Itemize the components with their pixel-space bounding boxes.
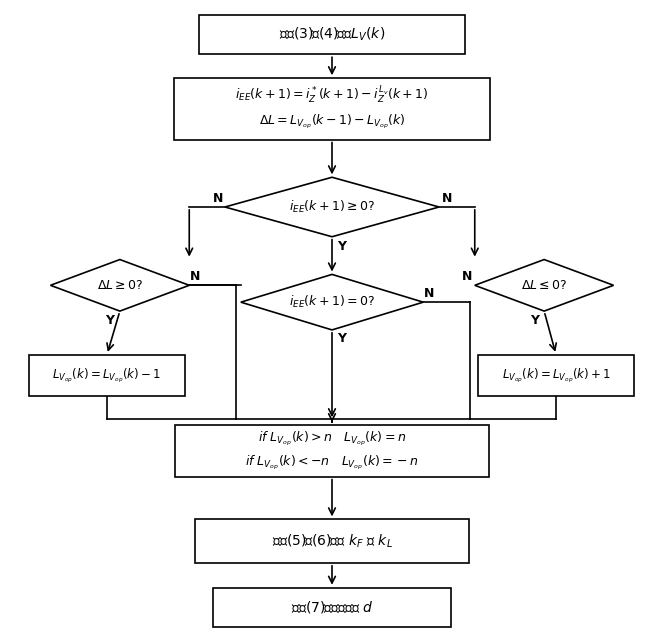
Text: Y: Y	[337, 240, 346, 253]
FancyBboxPatch shape	[174, 78, 489, 139]
Text: N: N	[442, 191, 452, 205]
FancyBboxPatch shape	[213, 587, 451, 627]
Text: $\Delta L\leq 0?$: $\Delta L\leq 0?$	[521, 279, 567, 292]
Text: $i_{EE}(k+1)=0?$: $i_{EE}(k+1)=0?$	[289, 294, 375, 310]
Text: Y: Y	[530, 315, 539, 327]
Text: $\Delta L=L_{V_{op}}(k-1)-L_{V_{op}}(k)$: $\Delta L=L_{V_{op}}(k-1)-L_{V_{op}}(k)$	[259, 113, 406, 131]
Polygon shape	[225, 177, 439, 237]
FancyBboxPatch shape	[477, 355, 634, 396]
Text: Y: Y	[106, 315, 114, 327]
Text: 根据(7)计算占空比 $d$: 根据(7)计算占空比 $d$	[291, 600, 373, 616]
Text: $i_{EE}(k+1)\geq 0?$: $i_{EE}(k+1)\geq 0?$	[289, 199, 375, 215]
Text: N: N	[213, 191, 223, 205]
Text: N: N	[462, 270, 472, 283]
Text: $i_{EE}(k+1)=i_Z^*(k+1)-i_Z^{L_v}(k+1)$: $i_{EE}(k+1)=i_Z^*(k+1)-i_Z^{L_v}(k+1)$	[235, 85, 429, 107]
Text: N: N	[190, 270, 200, 283]
Text: $if\ L_{V_{op}}(k)<-n\quad L_{V_{op}}(k)=-n$: $if\ L_{V_{op}}(k)<-n\quad L_{V_{op}}(k)…	[245, 454, 419, 472]
Text: Y: Y	[337, 333, 346, 345]
Polygon shape	[475, 259, 614, 311]
Text: 根据(5)和(6)计算 $k_F$ 和 $k_L$: 根据(5)和(6)计算 $k_F$ 和 $k_L$	[271, 532, 392, 550]
FancyBboxPatch shape	[176, 425, 489, 476]
Text: $L_{V_{op}}(k)=L_{V_{op}}(k)+1$: $L_{V_{op}}(k)=L_{V_{op}}(k)+1$	[501, 367, 610, 385]
FancyBboxPatch shape	[29, 355, 186, 396]
Text: 根据(3)和(4)计算$L_V(k)$: 根据(3)和(4)计算$L_V(k)$	[279, 26, 385, 43]
Text: N: N	[424, 287, 434, 300]
Polygon shape	[51, 259, 190, 311]
Text: $\Delta L\geq 0?$: $\Delta L\geq 0?$	[96, 279, 143, 292]
FancyBboxPatch shape	[199, 15, 465, 55]
FancyBboxPatch shape	[196, 519, 469, 563]
Text: $L_{V_{op}}(k)=L_{V_{op}}(k)-1$: $L_{V_{op}}(k)=L_{V_{op}}(k)-1$	[53, 367, 162, 385]
Text: $if\ L_{V_{op}}(k)>n\quad L_{V_{op}}(k)=n$: $if\ L_{V_{op}}(k)>n\quad L_{V_{op}}(k)=…	[258, 430, 406, 448]
Polygon shape	[241, 274, 423, 330]
